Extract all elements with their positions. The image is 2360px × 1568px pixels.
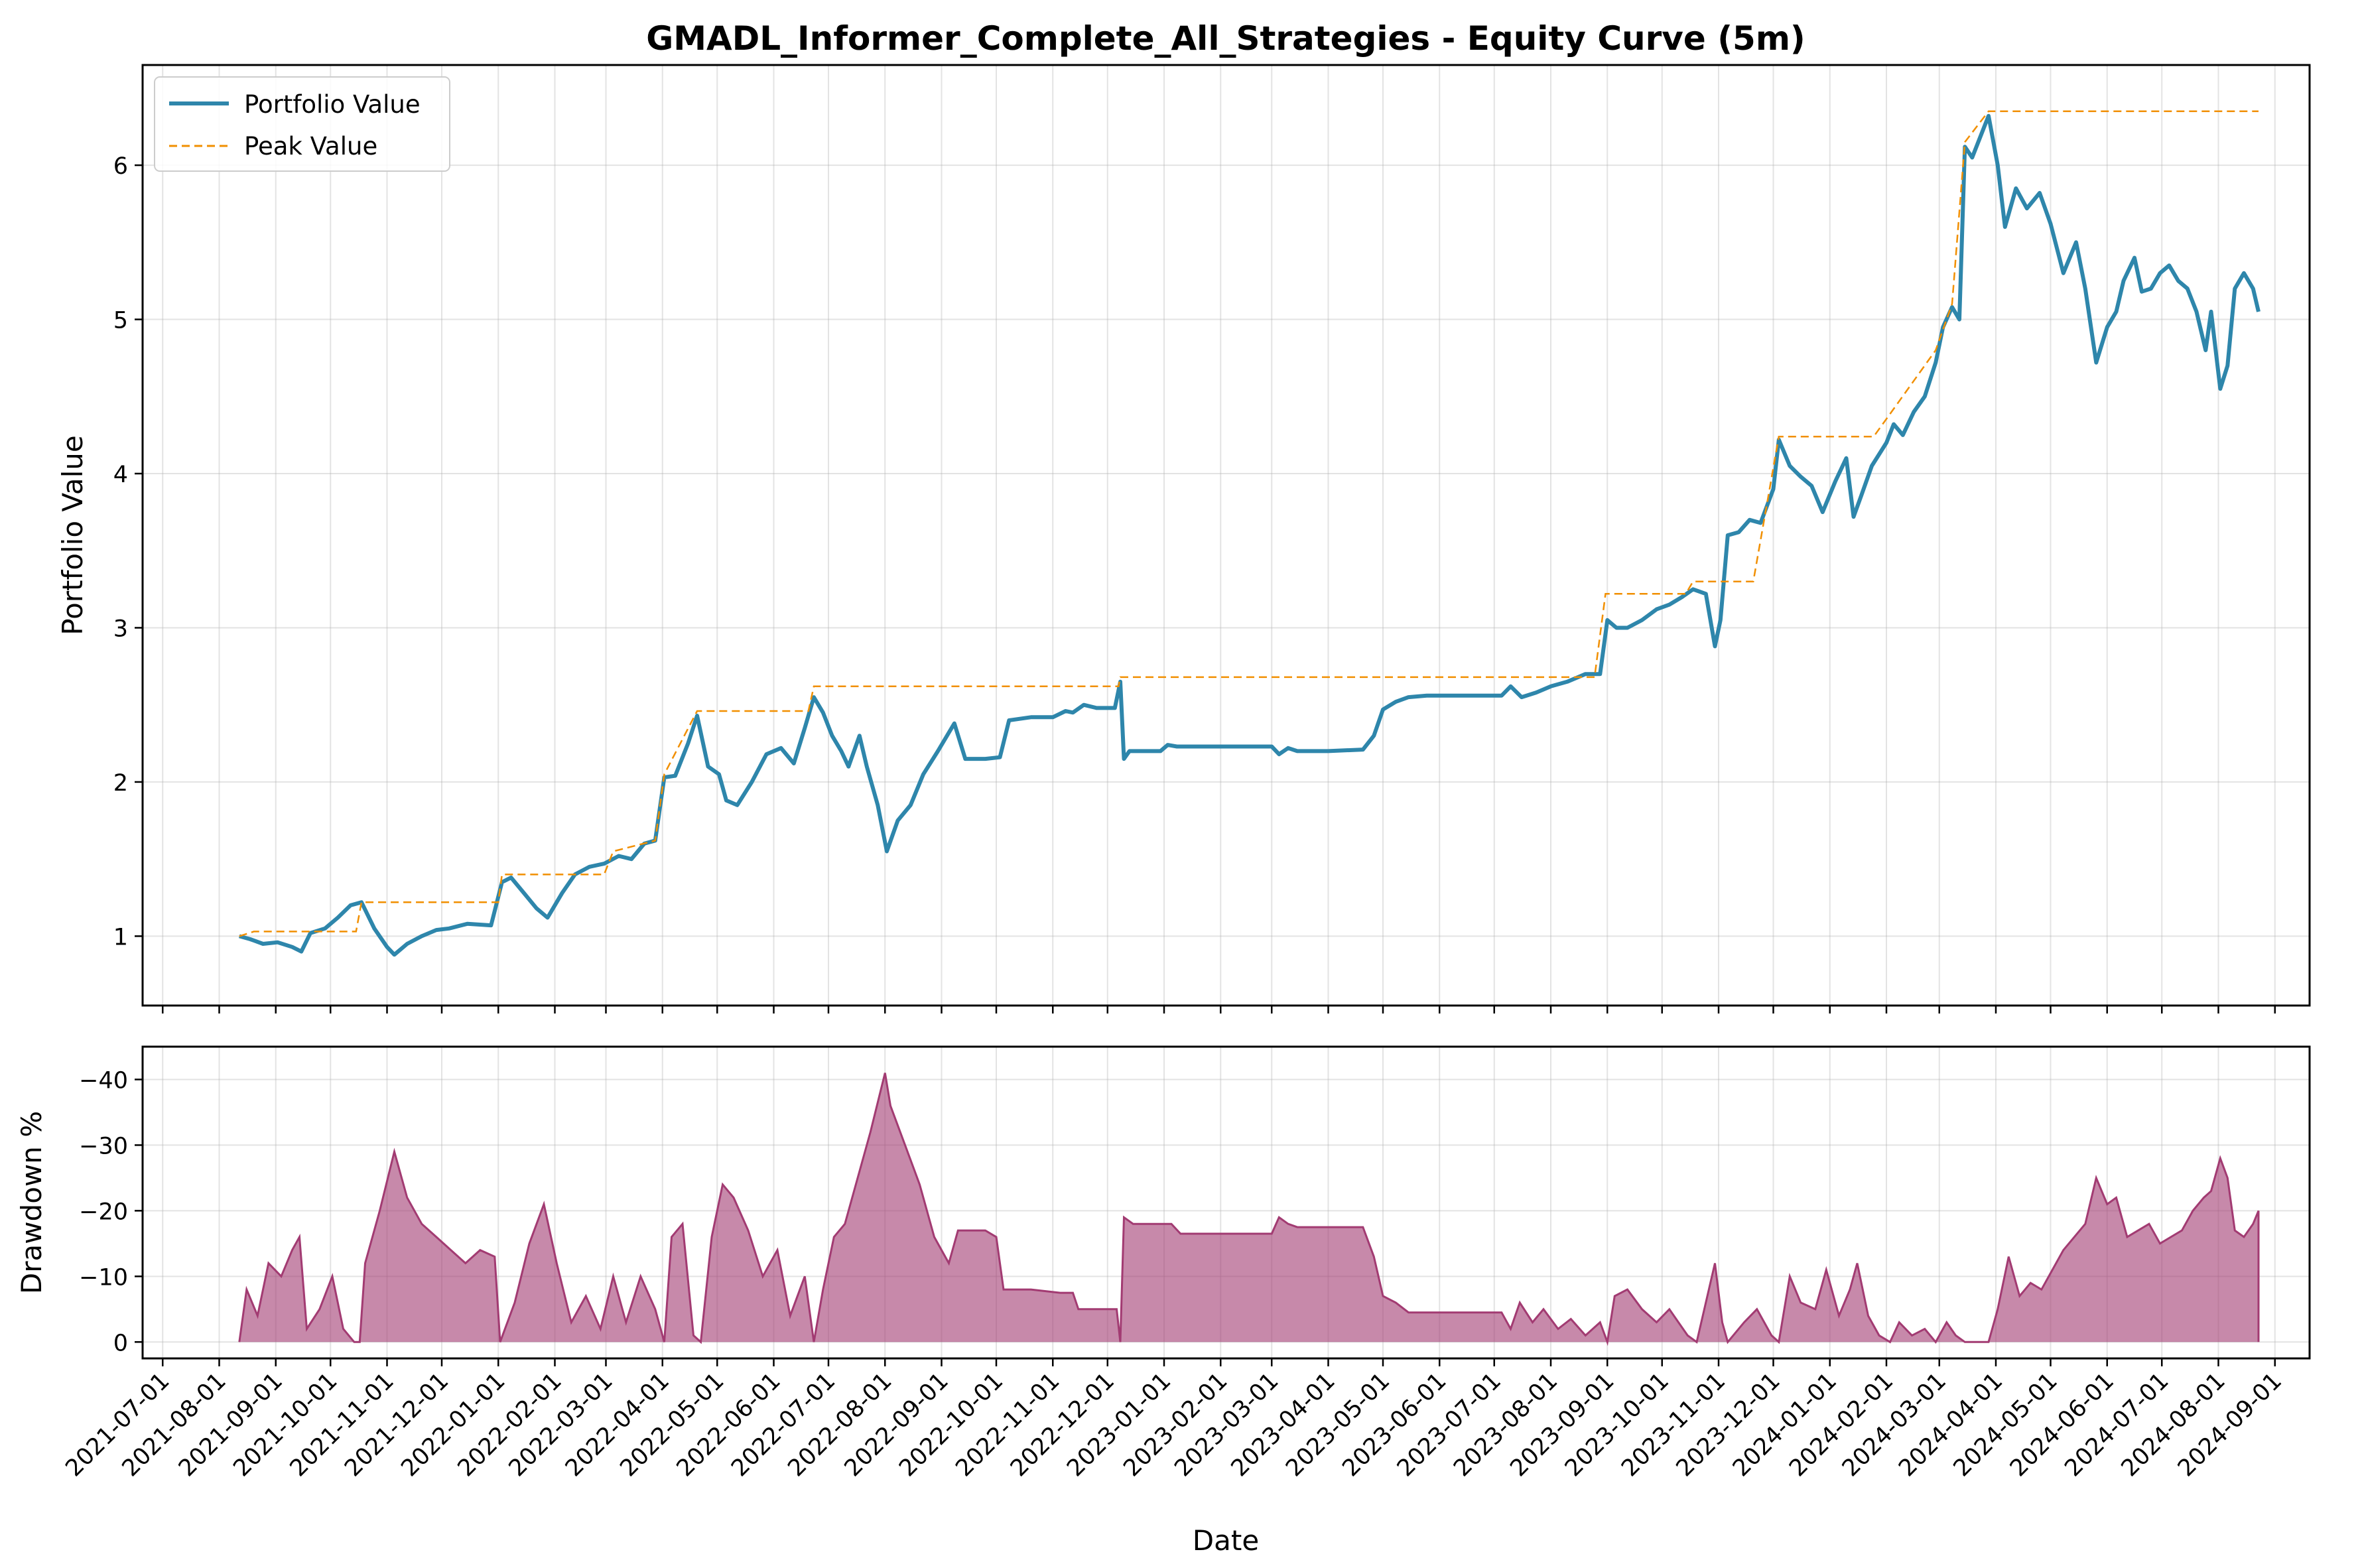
bottom-y-tick-label: −20 bbox=[79, 1199, 128, 1225]
top-panel-y-axis: 1 2 3 4 5 6 bbox=[113, 153, 143, 950]
legend-portfolio-label: Portfolio Value bbox=[244, 90, 421, 119]
bottom-y-tick-label: −30 bbox=[79, 1133, 128, 1159]
top-panel-frame bbox=[141, 64, 2311, 1007]
drawdown-line bbox=[238, 1073, 2260, 1346]
top-y-tick-label: 1 bbox=[113, 924, 128, 950]
peak-value-line bbox=[239, 110, 2259, 937]
bottom-y-tick-label: −10 bbox=[79, 1264, 128, 1291]
bottom-panel-frame bbox=[141, 1045, 2311, 1360]
legend-box bbox=[154, 76, 450, 172]
portfolio-value-line bbox=[238, 113, 2261, 957]
top-panel-x-axis bbox=[162, 1006, 2276, 1013]
top-y-tick-label: 2 bbox=[113, 770, 128, 797]
top-panel-y-axis-label: Portfolio Value bbox=[56, 435, 89, 635]
bottom-y-tick-label: 0 bbox=[113, 1330, 128, 1356]
x-axis-label: Date bbox=[1193, 1524, 1259, 1557]
top-panel-plot-area bbox=[238, 110, 2261, 957]
bottom-panel-plot-area bbox=[238, 1073, 2260, 1346]
bottom-y-tick-label: −40 bbox=[79, 1067, 128, 1094]
top-y-tick-label: 5 bbox=[113, 308, 128, 334]
legend-peak-label: Peak Value bbox=[244, 132, 377, 161]
drawdown-area bbox=[239, 1073, 2259, 1342]
top-y-tick-label: 3 bbox=[113, 616, 128, 642]
top-y-tick-label: 4 bbox=[113, 462, 128, 488]
top-y-tick-label: 6 bbox=[113, 153, 128, 180]
bottom-panel-y-axis-label: Drawdown % bbox=[15, 1111, 48, 1294]
chart-title: GMADL_Informer_Complete_All_Strategies -… bbox=[646, 19, 1805, 58]
legend: Portfolio Value Peak Value bbox=[154, 76, 450, 172]
bottom-panel-y-axis: −40 −30 −20 −10 0 bbox=[79, 1067, 143, 1356]
